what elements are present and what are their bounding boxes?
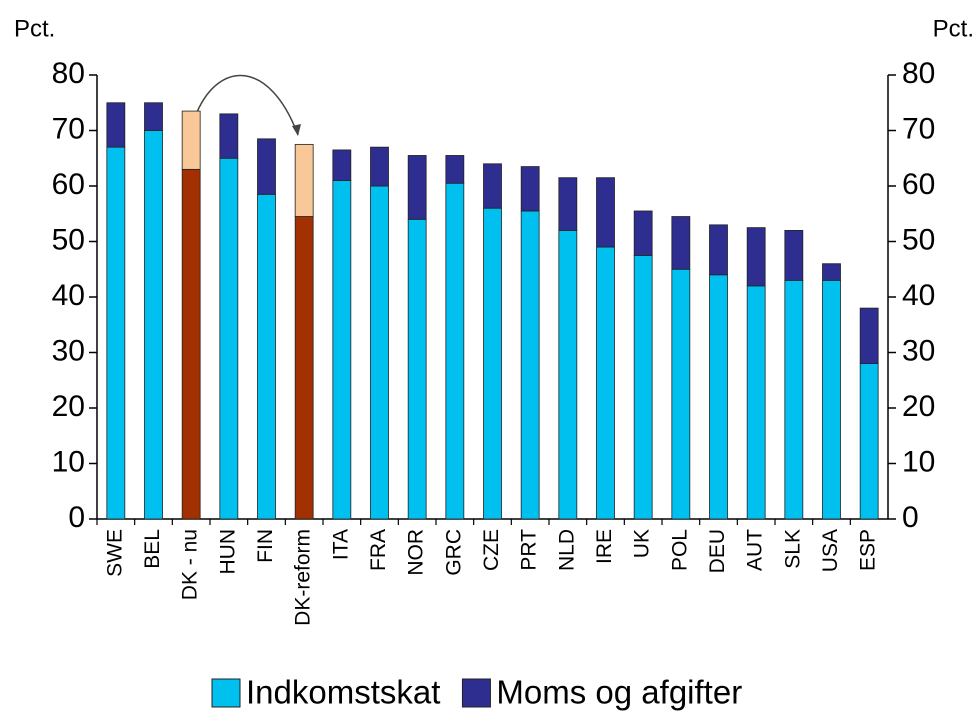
x-tick-label: BEL bbox=[141, 529, 164, 569]
y2-tick-label: 40 bbox=[902, 279, 935, 312]
y2-tick-label: 60 bbox=[902, 168, 935, 201]
x-tick-label: CZE bbox=[480, 529, 503, 571]
y2-tick-label: 80 bbox=[902, 57, 935, 90]
bar-segment bbox=[407, 218, 427, 520]
bar-segment bbox=[596, 177, 615, 248]
bar-segment bbox=[294, 143, 314, 217]
x-tick-label: AUT bbox=[744, 529, 767, 571]
x-tick-label: FIN bbox=[254, 529, 277, 563]
bar-segment bbox=[746, 227, 766, 287]
bar-segment bbox=[633, 210, 653, 256]
x-tick-label: USA bbox=[819, 529, 842, 572]
x-tick-label: POL bbox=[668, 529, 691, 571]
x-tick-label: FRA bbox=[367, 529, 390, 571]
bar-segment bbox=[257, 193, 276, 520]
bar-segment bbox=[784, 229, 804, 281]
bar-segment bbox=[445, 182, 465, 520]
bar-segment bbox=[859, 307, 879, 365]
y-tick-label: 70 bbox=[52, 112, 85, 145]
x-tick-label: DK - nu bbox=[179, 529, 202, 600]
legend-swatch bbox=[461, 678, 491, 708]
bar-segment bbox=[219, 157, 239, 520]
x-tick-label: NLD bbox=[555, 529, 578, 571]
x-tick-label: GRC bbox=[442, 529, 465, 576]
y2-tick-label: 50 bbox=[902, 223, 935, 256]
bar-segment bbox=[332, 180, 352, 520]
x-tick-label: ITA bbox=[329, 529, 352, 560]
bar-segment bbox=[633, 254, 653, 520]
bar-segment bbox=[106, 102, 126, 148]
legend-label: Moms og afgifter bbox=[496, 674, 742, 711]
bar-segment bbox=[483, 207, 502, 520]
bar-segment bbox=[445, 155, 465, 184]
y2-tick-label: 10 bbox=[902, 445, 935, 478]
y-tick-label: 20 bbox=[52, 390, 85, 423]
x-tick-label: UK bbox=[631, 529, 654, 558]
y2-axis-label: Pct. bbox=[933, 15, 974, 42]
y-tick-label: 60 bbox=[52, 168, 85, 201]
x-tick-label: ESP bbox=[857, 529, 880, 571]
arrow-head bbox=[292, 124, 301, 136]
bar-segment bbox=[257, 138, 276, 195]
x-tick-label: HUN bbox=[216, 529, 239, 575]
x-tick-label: DEU bbox=[706, 529, 729, 573]
bar-segment bbox=[483, 163, 502, 209]
bar-segment bbox=[294, 216, 314, 520]
y-tick-label: 30 bbox=[52, 334, 85, 367]
bar-segment bbox=[596, 246, 615, 520]
bar-segment bbox=[558, 177, 578, 231]
bar-segment bbox=[106, 146, 126, 520]
y2-tick-label: 70 bbox=[902, 112, 935, 145]
bar-segment bbox=[671, 268, 691, 520]
x-tick-label: IRE bbox=[593, 529, 616, 564]
y-tick-label: 50 bbox=[52, 223, 85, 256]
bar-segment bbox=[181, 110, 201, 170]
bar-segment bbox=[709, 224, 728, 276]
bar-segment bbox=[370, 185, 389, 520]
bar-segment bbox=[671, 216, 691, 270]
annotation-arrow bbox=[196, 74, 299, 136]
bar-segment bbox=[822, 263, 841, 281]
y2-tick-label: 0 bbox=[902, 501, 919, 534]
bar-segment bbox=[520, 166, 540, 212]
y-axis-label: Pct. bbox=[14, 15, 55, 42]
y-tick-label: 0 bbox=[68, 501, 85, 534]
bar-segment bbox=[181, 168, 201, 520]
x-tick-label: DK-reform bbox=[292, 529, 315, 626]
bar-segment bbox=[407, 155, 427, 220]
bar-segment bbox=[859, 363, 879, 520]
y-tick-label: 80 bbox=[52, 57, 85, 90]
bar-segment bbox=[219, 113, 239, 159]
bar-segment bbox=[746, 285, 766, 520]
bar-segment bbox=[144, 102, 163, 131]
bar-segment bbox=[822, 279, 841, 520]
x-tick-label: NOR bbox=[405, 529, 428, 576]
legend-label: Indkomstskat bbox=[246, 674, 440, 711]
y-tick-label: 10 bbox=[52, 445, 85, 478]
bar-segment bbox=[784, 279, 804, 520]
bar-segment bbox=[144, 130, 163, 520]
y2-tick-label: 30 bbox=[902, 334, 935, 367]
bar-segment bbox=[558, 229, 578, 520]
legend-swatch bbox=[211, 678, 241, 708]
y2-tick-label: 20 bbox=[902, 390, 935, 423]
bar-segment bbox=[520, 210, 540, 520]
bar-segment bbox=[709, 274, 728, 520]
x-tick-label: PRT bbox=[518, 529, 541, 571]
x-tick-label: SLK bbox=[781, 529, 804, 569]
y-tick-label: 40 bbox=[52, 279, 85, 312]
x-tick-label: SWE bbox=[103, 529, 126, 577]
bar-segment bbox=[332, 149, 352, 181]
bar-segment bbox=[370, 146, 389, 187]
